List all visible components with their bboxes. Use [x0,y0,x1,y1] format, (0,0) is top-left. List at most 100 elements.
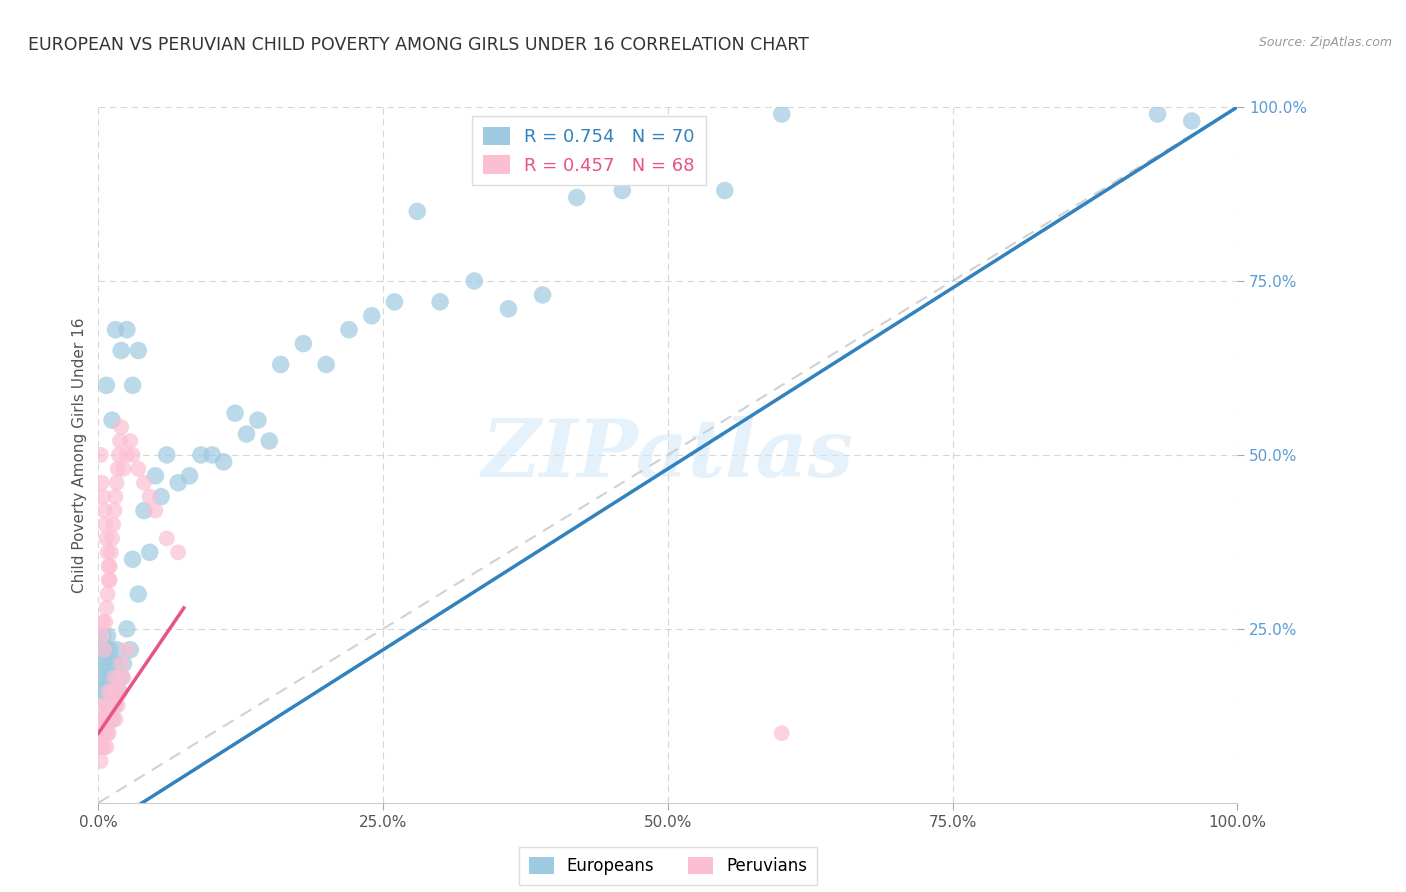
Point [89,740,111,755]
Point [97,559,120,574]
Point [110,343,132,358]
Point [93,712,115,726]
Point [156,448,179,462]
Point [96,698,118,713]
Point [108,448,131,462]
Point [115,622,138,636]
Point [96,740,118,755]
Point [97,684,120,698]
Point [96,712,118,726]
Point [127,462,149,476]
Point [96,532,118,546]
Point [270,358,292,372]
Point [110,657,132,671]
Text: EUROPEAN VS PERUVIAN CHILD POVERTY AMONG GIRLS UNDER 16 CORRELATION CHART: EUROPEAN VS PERUVIAN CHILD POVERTY AMONG… [28,36,808,54]
Point [96,378,118,392]
Point [406,204,429,219]
Point [138,545,160,559]
Point [103,503,125,517]
Text: Source: ZipAtlas.com: Source: ZipAtlas.com [1258,36,1392,49]
Y-axis label: Child Poverty Among Girls Under 16: Child Poverty Among Girls Under 16 [72,318,87,592]
Point [96,629,118,643]
Point [235,427,257,442]
Point [107,462,129,476]
Point [91,629,114,643]
Point [770,726,793,740]
Point [96,698,118,713]
Point [90,448,112,462]
Point [101,684,124,698]
Point [91,490,114,504]
Point [429,294,451,309]
Text: ZIPatlas: ZIPatlas [482,417,853,493]
Point [108,684,131,698]
Point [145,468,167,483]
Point [98,698,121,713]
Point [110,420,132,434]
Point [103,517,125,532]
Point [531,288,554,302]
Point [90,684,112,698]
Point [156,532,179,546]
Point [93,642,115,657]
Point [112,657,135,671]
Point [337,323,360,337]
Point [201,448,224,462]
Point [100,712,122,726]
Point [96,545,118,559]
Point [100,671,122,685]
Point [101,712,124,726]
Point [94,726,117,740]
Point [179,468,201,483]
Point [90,726,112,740]
Point [104,657,127,671]
Point [96,671,118,685]
Point [132,503,155,517]
Point [105,642,128,657]
Point [108,434,131,448]
Point [103,684,125,698]
Point [100,545,122,559]
Point [110,671,132,685]
Point [105,684,128,698]
Point [167,475,190,490]
Point [112,462,135,476]
Point [127,587,149,601]
Point [94,712,117,726]
Point [90,671,112,685]
Point [101,413,124,427]
Point [657,169,679,184]
Point [167,545,190,559]
Point [714,184,737,198]
Point [90,642,112,657]
Point [91,615,114,629]
Point [94,615,117,629]
Point [121,448,143,462]
Point [1146,107,1168,121]
Point [90,629,112,643]
Point [104,712,127,726]
Point [104,323,127,337]
Point [224,406,246,420]
Point [93,740,115,755]
Point [190,448,212,462]
Point [120,642,142,657]
Point [97,657,120,671]
Point [103,671,125,685]
Point [315,358,337,372]
Point [96,726,118,740]
Point [108,684,131,698]
Point [127,343,149,358]
Point [121,552,143,566]
Point [292,336,315,351]
Point [96,587,118,601]
Point [90,712,112,726]
Point [90,754,112,768]
Point [97,726,120,740]
Point [96,601,118,615]
Point [212,455,235,469]
Point [121,378,143,392]
Point [115,448,138,462]
Point [97,684,120,698]
Point [93,642,115,657]
